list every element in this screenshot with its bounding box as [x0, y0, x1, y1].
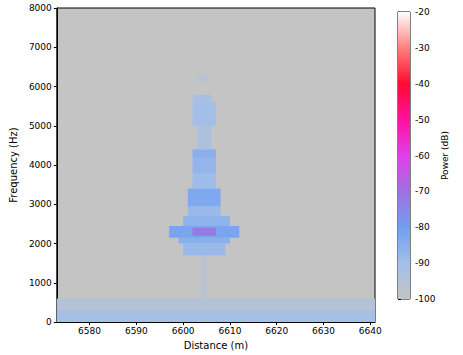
svg-text:3000: 3000 — [29, 199, 52, 209]
svg-text:-30: -30 — [415, 43, 430, 53]
svg-text:6640: 6640 — [359, 326, 382, 336]
svg-text:6610: 6610 — [218, 326, 241, 336]
svg-text:Frequency (Hz): Frequency (Hz) — [8, 127, 19, 203]
svg-text:4000: 4000 — [29, 160, 52, 170]
svg-text:2000: 2000 — [29, 239, 52, 249]
svg-text:6600: 6600 — [172, 326, 195, 336]
svg-text:-60: -60 — [415, 151, 430, 161]
svg-text:6580: 6580 — [78, 326, 101, 336]
svg-text:6590: 6590 — [125, 326, 148, 336]
svg-text:8000: 8000 — [29, 3, 52, 13]
svg-text:-20: -20 — [415, 7, 430, 17]
svg-text:-90: -90 — [415, 258, 430, 268]
svg-text:Power (dB): Power (dB) — [440, 131, 450, 180]
svg-text:-100: -100 — [415, 294, 436, 304]
svg-text:-70: -70 — [415, 186, 430, 196]
svg-text:5000: 5000 — [29, 121, 52, 131]
svg-text:0: 0 — [46, 317, 52, 327]
svg-text:-50: -50 — [415, 115, 430, 125]
svg-text:6000: 6000 — [29, 82, 52, 92]
svg-text:-40: -40 — [415, 79, 430, 89]
svg-text:6620: 6620 — [265, 326, 288, 336]
svg-text:1000: 1000 — [29, 278, 52, 288]
svg-text:Distance (m): Distance (m) — [184, 340, 249, 351]
svg-text:-80: -80 — [415, 222, 430, 232]
svg-text:6630: 6630 — [312, 326, 335, 336]
svg-text:7000: 7000 — [29, 42, 52, 52]
